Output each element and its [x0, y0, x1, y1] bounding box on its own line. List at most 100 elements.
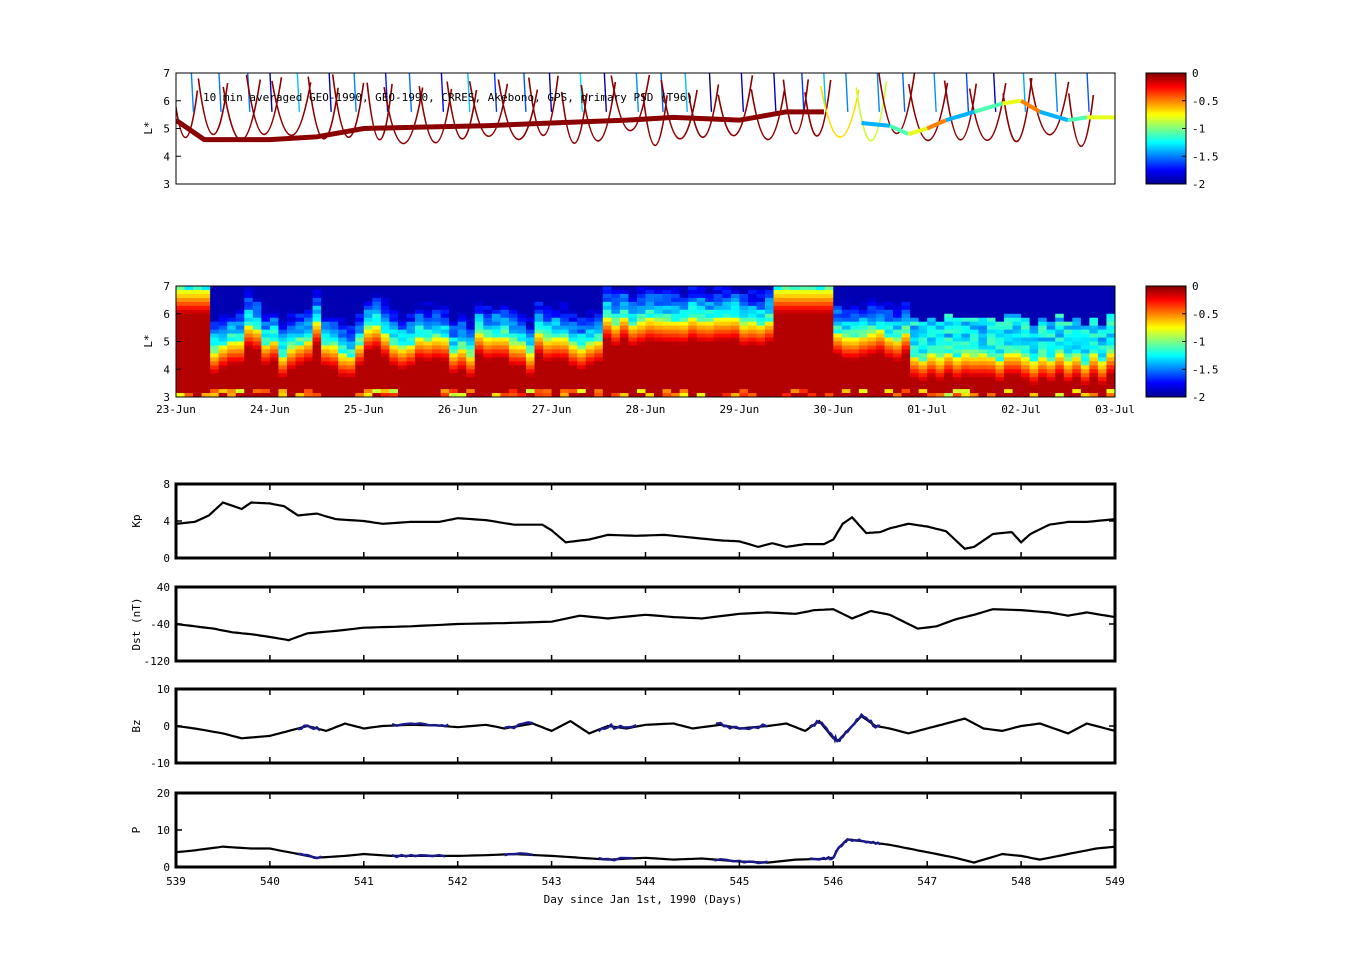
psd-heatmap-cell [654, 309, 664, 315]
psd-pass-top-segment [328, 73, 332, 112]
psd-heatmap-cell [773, 309, 783, 315]
psd-heatmap-cell [756, 369, 766, 374]
psd-heatmap-cell [850, 309, 860, 315]
psd-heatmap-cell [893, 357, 903, 362]
psd-heatmap-cell [995, 389, 1005, 394]
psd-heatmap-cell [961, 301, 971, 307]
psd-heatmap-cell [722, 286, 732, 291]
psd-heatmap-cell [525, 329, 536, 335]
psd-heatmap-cell [901, 365, 911, 370]
psd-heatmap-cell [1080, 377, 1090, 382]
psd-heatmap-cell [1072, 297, 1082, 303]
psd-heatmap-cell [1106, 345, 1115, 351]
psd-heatmap-cell [474, 357, 484, 362]
psd-heatmap-cell [1072, 333, 1082, 339]
psd-heatmap-cell [807, 305, 817, 311]
psd-heatmap-cell [380, 357, 391, 362]
psd-heatmap-cell [543, 369, 553, 374]
psd-heatmap-cell [1089, 361, 1099, 366]
psd-heatmap-cell [841, 377, 851, 382]
psd-heatmap-cell [671, 309, 681, 315]
psd-heatmap-cell [799, 293, 809, 299]
psd-heatmap-cell [722, 309, 732, 315]
psd-heatmap-cell [363, 353, 373, 358]
psd-heatmap-cell [645, 317, 655, 323]
psd-pass-arc [855, 81, 888, 142]
psd-heatmap-cell [884, 385, 894, 390]
psd-heatmap-cell [910, 345, 920, 351]
psd-heatmap-cell [969, 337, 980, 343]
psd-heatmap-cell [1038, 393, 1048, 397]
psd-heatmap-cell [372, 381, 382, 386]
psd-heatmap-cell [338, 373, 348, 378]
psd-heatmap-cell [619, 393, 630, 397]
psd-heatmap-cell [440, 313, 450, 319]
psd-heatmap-cell [1080, 289, 1090, 295]
psd-heatmap-cell [261, 361, 271, 366]
psd-heatmap-cell [611, 333, 621, 339]
psd-heatmap-cell [244, 365, 254, 370]
psd-heatmap-cell [713, 361, 723, 366]
psd-heatmap-cell [577, 365, 587, 370]
psd-heatmap-cell [756, 345, 766, 351]
psd-heatmap-cell [875, 345, 886, 351]
psd-heatmap-cell [227, 297, 237, 303]
psd-heatmap-cell [602, 313, 612, 319]
psd-heatmap-cell [483, 286, 493, 291]
psd-heatmap-cell [961, 289, 971, 295]
psd-heatmap-cell [628, 369, 638, 374]
psd-heatmap-cell [995, 341, 1005, 347]
psd-heatmap-cell [730, 297, 740, 303]
psd-heatmap-cell [176, 389, 186, 394]
psd-heatmap-cell [483, 389, 493, 394]
psd-heatmap-cell [1063, 329, 1073, 335]
psd-heatmap-cell [978, 357, 988, 362]
psd-heatmap-cell [944, 313, 954, 319]
psd-heatmap-cell [1029, 377, 1039, 382]
psd-heatmap-cell [1029, 357, 1039, 362]
psd-heatmap-cell [730, 313, 740, 319]
psd-heatmap-cell [508, 305, 519, 311]
psd-heatmap-cell [978, 313, 988, 319]
psd-heatmap-cell [261, 289, 271, 295]
psd-heatmap-cell [244, 373, 254, 378]
psd-heatmap-cell [935, 337, 945, 343]
psd-heatmap-cell [210, 321, 220, 327]
psd-heatmap-cell [636, 385, 647, 390]
psd-heatmap-cell [585, 353, 595, 358]
pressure-hires-segment [714, 857, 768, 865]
psd-heatmap-cell [176, 305, 186, 311]
psd-heatmap-cell [884, 389, 894, 394]
psd-heatmap-cell [918, 341, 928, 347]
psd-heatmap-cell [918, 337, 928, 343]
psd-heatmap-cell [261, 365, 271, 370]
psd-heatmap-cell [508, 289, 519, 295]
psd-heatmap-cell [201, 365, 211, 370]
psd-heatmap-cell [474, 365, 484, 370]
psd-heatmap-cell [927, 293, 937, 299]
psd-pass-arc [750, 89, 786, 141]
psd-heatmap-cell [1021, 337, 1031, 343]
psd-heatmap-cell [295, 341, 305, 347]
psd-heatmap-cell [722, 341, 732, 347]
psd-heatmap-cell [696, 393, 706, 397]
psd-heatmap-cell [440, 381, 450, 386]
psd-heatmap-cell [355, 309, 365, 315]
psd-heatmap-cell [918, 393, 928, 397]
psd-heatmap-cell [269, 349, 280, 354]
psd-heatmap-cell [739, 337, 749, 343]
psd-heatmap-cell [201, 341, 211, 347]
psd-heatmap-cell [193, 317, 203, 323]
psd-heatmap-cell [500, 293, 510, 299]
psd-heatmap-cell [790, 349, 800, 354]
psd-heatmap-cell [816, 325, 826, 331]
psd-heatmap-cell [244, 333, 254, 339]
psd-heatmap-cell [346, 373, 356, 378]
psd-heatmap-cell [636, 353, 647, 358]
psd-heatmap-cell [1089, 321, 1099, 327]
psd-pass-arc [527, 75, 559, 136]
psd-heatmap-cell [474, 329, 484, 335]
psd-heatmap-cell [227, 301, 237, 307]
psd-heatmap-cell [662, 286, 672, 291]
psd-heatmap-cell [210, 293, 220, 299]
